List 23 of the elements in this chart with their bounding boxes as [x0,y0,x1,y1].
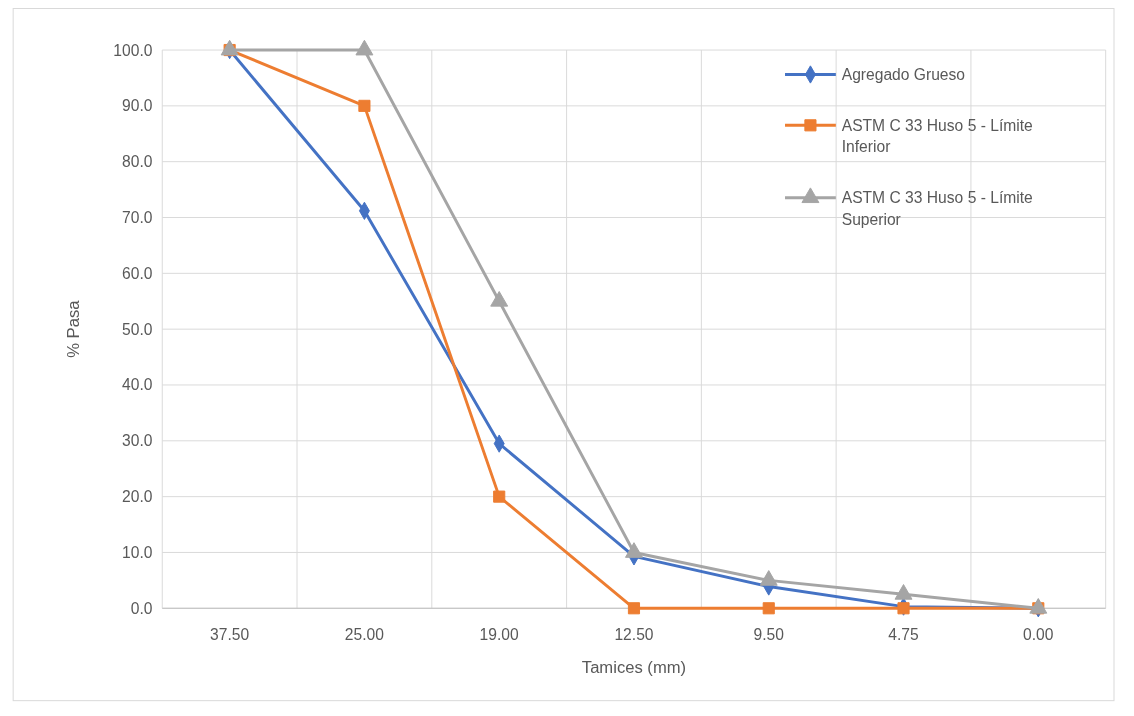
x-tick-label: 25.00 [344,625,385,643]
x-tick-label: 19.00 [479,625,520,643]
legend-label: ASTM C 33 Huso 5 - Límite Superior [841,189,1033,228]
y-tick-label: 80.0 [122,153,153,171]
y-tick-label: 70.0 [122,208,153,226]
x-tick-label: 4.75 [888,625,920,643]
y-axis-title: % Pasa [64,299,84,358]
x-tick-label: 9.50 [753,625,785,643]
x-tick-label: 37.50 [210,625,250,643]
legend-label: ASTM C 33 Huso 5 - Límite Inferior [841,116,1033,156]
y-tick-label: 90.0 [122,97,153,115]
x-tick-label: 12.50 [614,625,654,643]
x-axis-title: Tamices (mm) [581,657,687,677]
y-tick-label: 30.0 [122,432,153,450]
x-tick-label: 0.00 [1023,625,1054,643]
y-tick-label: 20.0 [122,488,153,506]
y-tick-label: 40.0 [122,376,153,394]
y-tick-label: 0.0 [130,599,153,617]
y-tick-label: 10.0 [122,543,153,561]
legend-label: Agregado Grueso [841,65,966,83]
y-tick-label: 60.0 [122,264,153,282]
y-tick-label: 50.0 [122,320,153,338]
y-tick-label: 100.0 [113,41,153,59]
